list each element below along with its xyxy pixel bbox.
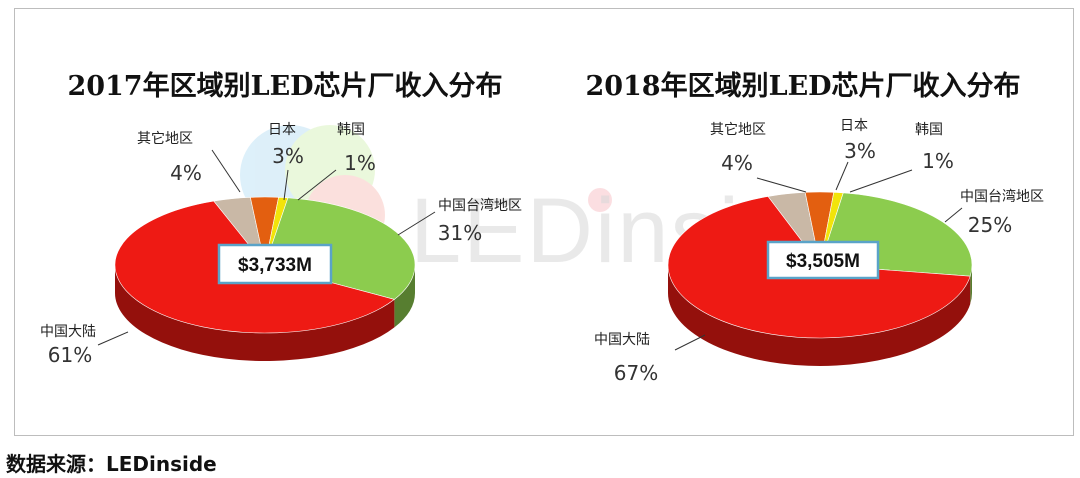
pie-chart-2018: 2018年区域别LED芯片厂收入分布 $3,505M 其它地区 4% 日本 3%… — [585, 70, 1044, 385]
slice-value-korea: 1% — [344, 151, 376, 175]
charts-svg: LEDinside 2017年区域别LED芯片厂收入分布 $3,733M 其它地… — [40, 70, 1044, 385]
leader-line-other — [211, 149, 241, 193]
leader-lines — [97, 149, 436, 346]
slice-value-korea: 1% — [922, 149, 954, 173]
center-value-box — [766, 240, 880, 280]
slice-value-other: 4% — [170, 161, 202, 185]
leader-line-japan — [283, 169, 289, 201]
slice-label-taiwan: 中国台湾地区 — [438, 197, 522, 214]
leader-line-japan — [835, 161, 849, 191]
slice-side-mainland — [668, 265, 971, 367]
slice-label-taiwan: 中国台湾地区 — [960, 188, 1044, 205]
slice-label-other: 其它地区 — [137, 130, 193, 147]
leader-line-korea — [297, 169, 337, 201]
leader-lines — [674, 161, 963, 351]
slice-value-mainland: 67% — [614, 361, 658, 385]
slice-label-japan: 日本 — [840, 118, 868, 134]
chart-title: 2018年区域别LED芯片厂收入分布 — [585, 70, 1020, 102]
slice-value-other: 4% — [721, 151, 753, 175]
slice-label-korea: 韩国 — [337, 122, 365, 138]
slice-value-taiwan: 31% — [438, 221, 482, 245]
leader-line-other — [756, 177, 807, 193]
data-source-note: 数据来源：LEDinside — [6, 452, 217, 476]
slice-value-taiwan: 25% — [968, 213, 1012, 237]
slice-label-japan: 日本 — [268, 122, 296, 138]
leader-line-taiwan — [944, 207, 963, 223]
leader-line-taiwan — [397, 211, 436, 236]
slice-label-mainland: 中国大陆 — [594, 332, 650, 348]
slice-value-japan: 3% — [844, 139, 876, 163]
pie-chart-2017: 2017年区域别LED芯片厂收入分布 $3,733M 其它地区 4% 日本 3%… — [40, 70, 522, 367]
slice-label-other: 其它地区 — [710, 121, 766, 138]
slice-label-mainland: 中国大陆 — [40, 324, 96, 340]
center-value: $3,733M — [238, 255, 312, 276]
slice-label-korea: 韩国 — [915, 122, 943, 138]
slice-value-japan: 3% — [272, 144, 304, 168]
center-value: $3,505M — [786, 251, 860, 272]
slice-side-taiwan — [394, 265, 416, 328]
leader-line-mainland — [674, 334, 706, 351]
center-value-box — [217, 243, 333, 285]
chart-title: 2017年区域别LED芯片厂收入分布 — [67, 70, 502, 102]
leader-line-korea — [849, 169, 913, 193]
slice-value-mainland: 61% — [48, 343, 92, 367]
leader-line-mainland — [97, 331, 129, 346]
slice-side-mainland — [115, 265, 395, 362]
